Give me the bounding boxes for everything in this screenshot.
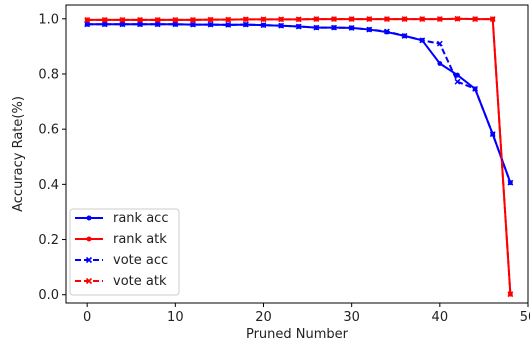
- y-tick-label: 0.6: [38, 123, 59, 138]
- data-point-vote-acc: [489, 131, 496, 138]
- data-point-vote-atk: [242, 16, 249, 23]
- data-point-vote-acc: [119, 21, 126, 28]
- legend-entry-rank-acc: rank acc: [75, 211, 168, 226]
- data-point-vote-acc: [313, 24, 320, 31]
- legend-marker-vote-atk: [85, 277, 93, 285]
- ticks-layer: 0 10 20 30 40 50 0.0 0.2 0.4 0.6 0.8 1.0: [38, 12, 530, 325]
- data-point-vote-acc: [507, 179, 514, 186]
- data-point-vote-acc: [190, 21, 196, 28]
- series-vote-acc: [84, 21, 514, 186]
- data-point-vote-acc: [295, 23, 302, 30]
- data-point-vote-acc: [436, 40, 443, 47]
- legend: rank acc rank atk vote acc vote atk: [69, 208, 180, 296]
- data-point-vote-atk: [507, 291, 514, 298]
- legend-label-vote-atk: vote atk: [113, 274, 167, 289]
- data-point-vote-atk: [172, 16, 179, 23]
- series-line-rank-acc: [87, 23, 512, 184]
- data-point-vote-acc: [472, 85, 479, 92]
- legend-entry-rank-atk: rank atk: [75, 232, 167, 247]
- x-tick-label: 20: [255, 310, 272, 325]
- y-tick-label: 0.8: [38, 67, 59, 82]
- data-point-vote-acc: [84, 21, 91, 28]
- data-point-vote-acc: [401, 32, 408, 39]
- data-point-vote-atk: [472, 16, 479, 23]
- data-point-vote-acc: [154, 21, 161, 28]
- data-point-vote-atk: [137, 16, 143, 23]
- data-point-vote-atk: [366, 16, 373, 23]
- data-point-vote-acc: [419, 37, 426, 44]
- data-point-vote-atk: [84, 16, 91, 23]
- x-tick-label: 0: [83, 310, 91, 325]
- data-point-vote-atk: [401, 16, 408, 23]
- y-tick-label: 0.0: [38, 288, 59, 303]
- data-point-vote-atk: [119, 16, 126, 23]
- data-point-vote-acc: [242, 21, 249, 28]
- data-point-vote-acc: [101, 21, 108, 28]
- series-vote-atk: [84, 15, 514, 298]
- data-point-vote-atk: [101, 16, 108, 23]
- data-point-vote-atk: [260, 16, 267, 23]
- data-point-vote-atk: [489, 16, 496, 23]
- series-rank-acc: [84, 21, 513, 186]
- data-point-vote-acc: [207, 21, 214, 28]
- data-point-rank-acc: [437, 61, 443, 66]
- legend-marker-rank-atk: [86, 236, 92, 242]
- data-point-vote-atk: [348, 16, 355, 23]
- data-point-vote-acc: [384, 28, 390, 35]
- x-tick-label: 30: [343, 310, 360, 325]
- legend-marker-vote-acc: [85, 256, 93, 264]
- data-point-vote-acc: [348, 24, 355, 31]
- data-point-vote-atk: [331, 16, 337, 23]
- legend-box: [69, 208, 180, 296]
- data-point-vote-atk: [278, 16, 285, 23]
- data-point-vote-acc: [331, 24, 337, 31]
- data-point-vote-atk: [384, 16, 390, 23]
- data-point-vote-atk: [190, 16, 196, 23]
- y-tick-label: 1.0: [38, 12, 59, 27]
- plot-frame: [65, 4, 529, 304]
- legend-label-rank-atk: rank atk: [113, 232, 167, 247]
- legend-entry-vote-acc: vote acc: [75, 253, 168, 268]
- legend-label-rank-acc: rank acc: [113, 211, 168, 226]
- data-point-vote-acc: [454, 78, 461, 85]
- series-line-vote-acc: [87, 23, 512, 184]
- data-point-vote-acc: [172, 21, 179, 28]
- legend-marker-rank-acc: [86, 215, 92, 221]
- data-point-vote-acc: [260, 22, 267, 29]
- y-tick-label: 0.4: [38, 178, 59, 193]
- y-axis-label: Accuracy Rate(%): [11, 96, 26, 212]
- data-point-vote-atk: [225, 16, 232, 23]
- data-point-vote-acc: [137, 21, 143, 28]
- data-point-vote-atk: [419, 16, 426, 23]
- data-point-rank-acc: [455, 72, 460, 78]
- data-point-vote-atk: [436, 16, 443, 23]
- data-point-vote-atk: [295, 16, 302, 23]
- legend-label-vote-acc: vote acc: [113, 253, 168, 268]
- data-point-vote-atk: [313, 16, 320, 23]
- x-tick-label: 40: [432, 310, 449, 325]
- legend-entry-vote-atk: vote atk: [75, 274, 167, 289]
- y-tick-label: 0.2: [38, 233, 59, 248]
- x-axis-label: Pruned Number: [246, 327, 349, 342]
- data-point-vote-atk: [207, 16, 214, 23]
- data-point-vote-atk: [454, 15, 461, 22]
- series-layer: [84, 15, 514, 298]
- x-tick-label: 10: [167, 310, 184, 325]
- data-point-vote-acc: [366, 26, 373, 33]
- x-tick-label: 50: [520, 310, 530, 325]
- data-point-vote-acc: [225, 21, 232, 28]
- data-point-vote-acc: [278, 22, 285, 29]
- data-point-vote-atk: [154, 16, 161, 23]
